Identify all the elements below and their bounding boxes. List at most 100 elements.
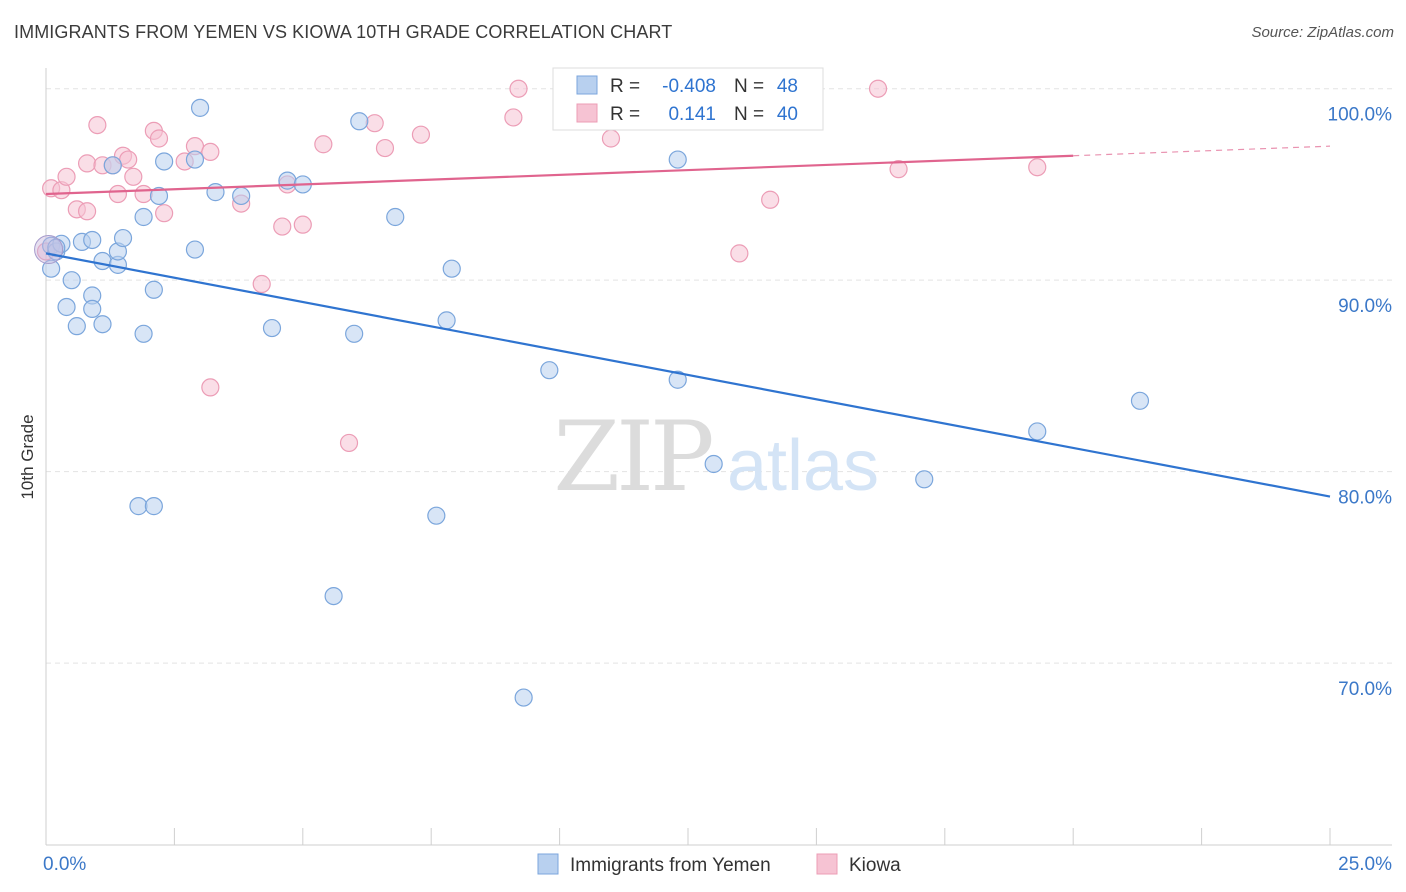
yemen-point-18 xyxy=(134,324,153,343)
watermark: ZIP atlas xyxy=(553,401,879,513)
y-tick-labels: 100.0% 90.0% 80.0% 70.0% xyxy=(1328,105,1393,700)
x-tick-label-25: 25.0% xyxy=(1338,854,1392,875)
yemen-point-27 xyxy=(206,183,225,202)
yemen-point-34 xyxy=(350,112,369,131)
yemen-point-26 xyxy=(190,98,210,117)
yemen-point-35 xyxy=(386,207,405,227)
legend-label-kiowa[interactable]: Kiowa xyxy=(849,855,901,876)
yemen-point-5 xyxy=(62,271,81,290)
stats-n-label-yemen: N = xyxy=(734,76,764,97)
yemen-point-29 xyxy=(262,318,282,338)
yemen-point-16 xyxy=(113,228,133,248)
yemen-point-32 xyxy=(324,586,343,606)
legend-swatch-kiowa[interactable] xyxy=(816,853,838,875)
kiowa-point-4 xyxy=(77,202,97,221)
kiowa-point-33 xyxy=(601,129,621,148)
yemen-point-8 xyxy=(83,230,102,250)
yemen-point-10 xyxy=(83,299,102,319)
x-tick-label-0: 0.0% xyxy=(43,854,86,875)
axes xyxy=(45,68,1392,846)
yemen-point-22 xyxy=(149,186,169,206)
yemen-point-43 xyxy=(704,454,723,474)
kiowa-point-12 xyxy=(124,167,143,186)
yemen-point-17 xyxy=(129,497,148,516)
kiowa-point-38 xyxy=(1028,158,1047,177)
kiowa-point-31 xyxy=(504,108,523,127)
watermark-zip: ZIP xyxy=(553,401,712,513)
yemen-point-23 xyxy=(155,152,174,171)
kiowa-point-30 xyxy=(411,125,431,144)
stats-r-value-yemen: -0.408 xyxy=(662,76,716,97)
yemen-point-25 xyxy=(185,240,205,259)
yemen-point-12 xyxy=(93,315,112,334)
legend: Immigrants from Yemen Kiowa xyxy=(537,853,901,876)
kiowa-point-34 xyxy=(730,244,749,263)
kiowa-point-13 xyxy=(134,184,153,204)
stats-n-value-kiowa: 40 xyxy=(777,104,798,125)
kiowa-point-9 xyxy=(108,184,128,204)
y-tick-label-90: 90.0% xyxy=(1338,296,1392,317)
yemen-point-37 xyxy=(437,311,456,330)
gridlines xyxy=(46,88,1392,664)
yemen-point-41 xyxy=(668,150,687,169)
yemen-point-6 xyxy=(67,317,86,336)
yemen-point-42 xyxy=(668,370,687,389)
yemen-point-11 xyxy=(93,251,112,271)
yemen-point-20 xyxy=(144,280,163,299)
watermark-atlas: atlas xyxy=(727,426,879,506)
yemen-point-40 xyxy=(540,361,559,380)
kiowa-trend-extension xyxy=(1073,145,1331,157)
kiowa-point-15 xyxy=(149,129,169,148)
yemen-point-19 xyxy=(134,207,153,227)
stats-r-label-kiowa: R = xyxy=(610,104,640,125)
stats-n-value-yemen: 48 xyxy=(777,76,798,97)
kiowa-point-16 xyxy=(155,204,174,223)
stats-r-label-yemen: R = xyxy=(610,76,640,97)
kiowa-point-22 xyxy=(252,274,271,294)
kiowa-point-19 xyxy=(201,142,220,162)
kiowa-point-2 xyxy=(57,167,76,186)
yemen-point-39 xyxy=(514,688,533,707)
kiowa-point-20 xyxy=(201,378,220,397)
yemen-point-46 xyxy=(1130,391,1150,410)
yemen-point-38 xyxy=(442,259,461,278)
yemen-point-45 xyxy=(1028,422,1047,441)
x-tick-labels: 0.0% 25.0% xyxy=(43,854,1392,875)
kiowa-point-37 xyxy=(889,160,908,179)
kiowa-point-29 xyxy=(375,138,395,158)
yemen-point-28 xyxy=(232,186,251,206)
stats-n-label-kiowa: N = xyxy=(734,104,764,125)
legend-swatch-yemen[interactable] xyxy=(537,853,559,875)
source-credit[interactable]: Source: ZipAtlas.com xyxy=(1251,24,1394,41)
yemen-point-44 xyxy=(915,470,934,489)
stats-r-value-kiowa: 0.141 xyxy=(668,104,716,125)
kiowa-points xyxy=(36,79,1047,453)
stats-box: R = -0.408 N = 48 R = 0.141 N = 40 xyxy=(552,67,824,131)
kiowa-point-36 xyxy=(868,79,888,98)
legend-label-yemen[interactable]: Immigrants from Yemen xyxy=(570,855,771,876)
stats-swatch-kiowa xyxy=(576,103,598,123)
kiowa-point-32 xyxy=(509,79,528,98)
cluster-point xyxy=(34,235,64,265)
kiowa-point-27 xyxy=(339,433,359,453)
kiowa-point-11 xyxy=(119,150,138,169)
yemen-point-13 xyxy=(103,156,122,175)
kiowa-point-25 xyxy=(293,215,312,234)
y-tick-label-80: 80.0% xyxy=(1338,488,1392,509)
trend-lines xyxy=(45,145,1331,498)
kiowa-point-26 xyxy=(314,135,333,154)
chart-title: IMMIGRANTS FROM YEMEN VS KIOWA 10TH GRAD… xyxy=(14,22,673,42)
yemen-trend-line xyxy=(45,252,1331,498)
kiowa-point-5 xyxy=(77,154,97,173)
y-tick-label-70: 70.0% xyxy=(1338,679,1392,700)
yemen-point-4 xyxy=(57,297,76,317)
y-tick-label-100: 100.0% xyxy=(1328,105,1393,126)
kiowa-point-6 xyxy=(88,115,107,135)
yemen-point-33 xyxy=(345,324,364,343)
yemen-point-1 xyxy=(42,259,61,278)
kiowa-point-23 xyxy=(273,217,292,236)
yemen-point-24 xyxy=(185,150,205,169)
yemen-point-30 xyxy=(278,171,297,190)
yemen-point-36 xyxy=(427,506,446,525)
